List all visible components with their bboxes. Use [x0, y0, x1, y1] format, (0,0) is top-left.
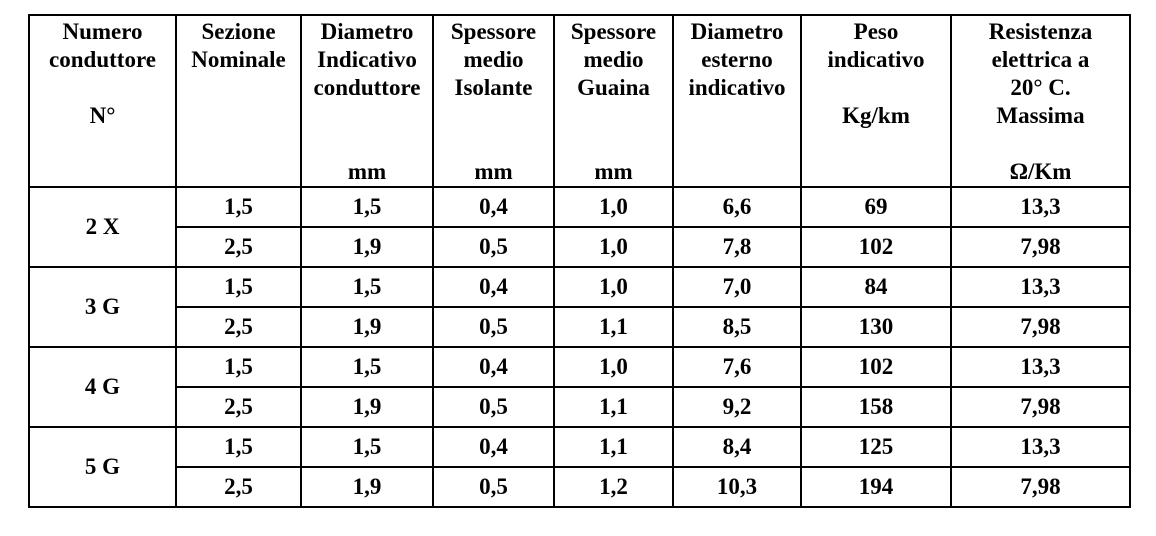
group-label-5g: 5 G [28, 426, 177, 508]
data-cell: 7,0 [672, 266, 802, 308]
data-cell: 7,6 [672, 346, 802, 388]
cable-specification-table: Numero conduttore N° Sezione Nominale Di… [28, 14, 1131, 508]
header-row: Numero conduttore N° Sezione Nominale Di… [28, 14, 1131, 188]
data-cell: 1,9 [300, 226, 434, 268]
data-cell: 1,0 [553, 346, 674, 388]
group-label-2x: 2 X [28, 186, 177, 268]
data-cell: 0,5 [432, 386, 555, 428]
table-row: 4 G 1,5 1,5 0,4 1,0 7,6 102 13,3 [28, 346, 1131, 428]
data-cell: 1,5 [175, 426, 302, 468]
data-cell: 69 [800, 186, 952, 228]
data-cell: 2,5 [175, 386, 302, 428]
data-cell: 1,5 [175, 266, 302, 308]
data-cell: 1,0 [553, 266, 674, 308]
data-cell: 8,5 [672, 306, 802, 348]
data-cell: 13,3 [950, 426, 1131, 468]
data-cell: 0,5 [432, 226, 555, 268]
header-numero-conduttore: Numero conduttore N° [28, 14, 177, 188]
data-cell: 1,9 [300, 306, 434, 348]
data-cell: 1,5 [300, 346, 434, 388]
header-spessore-medio-guaina: Spessore medio Guaina mm [553, 14, 674, 188]
data-cell: 1,5 [175, 186, 302, 228]
data-cell: 7,8 [672, 226, 802, 268]
header-diametro-indicativo-conduttore: Diametro Indicativo conduttore mm [300, 14, 434, 188]
data-cell: 2,5 [175, 466, 302, 508]
data-cell: 1,0 [553, 226, 674, 268]
data-cell: 0,5 [432, 306, 555, 348]
data-cell: 130 [800, 306, 952, 348]
table-row: 2,5 1,9 0,5 1,1 8,5 130 7,98 [29, 306, 1131, 348]
data-cell: 7,98 [950, 466, 1131, 508]
data-cell: 0,4 [432, 346, 555, 388]
table-row: 2,5 1,9 0,5 1,0 7,8 102 7,98 [29, 226, 1131, 268]
data-cell: 2,5 [175, 306, 302, 348]
header-peso-indicativo: Peso indicativo Kg/km [800, 14, 952, 188]
table-row: 5 G 1,5 1,5 0,4 1,1 8,4 125 13,3 [28, 426, 1131, 508]
data-cell: 7,98 [950, 306, 1131, 348]
table-row: 3 G 1,5 1,5 0,4 1,0 7,0 84 13,3 [28, 266, 1131, 348]
data-cell: 1,0 [553, 186, 674, 228]
data-cell: 102 [800, 346, 952, 388]
data-cell: 1,1 [553, 426, 674, 468]
data-cell: 13,3 [950, 266, 1131, 308]
table-row: 2 X 1,5 1,5 0,4 1,0 6,6 69 13,3 [28, 186, 1131, 268]
data-cell: 1,9 [300, 386, 434, 428]
data-cell: 0,5 [432, 466, 555, 508]
data-cell: 1,5 [300, 266, 434, 308]
data-cell: 194 [800, 466, 952, 508]
data-cell: 7,98 [950, 386, 1131, 428]
data-cell: 0,4 [432, 266, 555, 308]
data-cell: 84 [800, 266, 952, 308]
header-diametro-esterno-indicativo: Diametro esterno indicativo [672, 14, 802, 188]
data-cell: 1,9 [300, 466, 434, 508]
data-cell: 7,98 [950, 226, 1131, 268]
group-label-3g: 3 G [28, 266, 177, 348]
data-cell: 1,5 [175, 346, 302, 388]
data-cell: 13,3 [950, 186, 1131, 228]
data-cell: 0,4 [432, 186, 555, 228]
data-cell: 13,3 [950, 346, 1131, 388]
data-cell: 125 [800, 426, 952, 468]
group-label-4g: 4 G [28, 346, 177, 428]
data-cell: 1,5 [300, 186, 434, 228]
header-resistenza-elettrica: Resistenza elettrica a 20° C. Massima Ω/… [950, 14, 1131, 188]
table-row: 2,5 1,9 0,5 1,1 9,2 158 7,98 [29, 386, 1131, 428]
data-cell: 102 [800, 226, 952, 268]
data-cell: 0,4 [432, 426, 555, 468]
data-cell: 6,6 [672, 186, 802, 228]
data-cell: 1,1 [553, 386, 674, 428]
data-cell: 158 [800, 386, 952, 428]
data-cell: 2,5 [175, 226, 302, 268]
data-cell: 9,2 [672, 386, 802, 428]
header-sezione-nominale: Sezione Nominale [175, 14, 302, 188]
data-cell: 8,4 [672, 426, 802, 468]
table-row: 2,5 1,9 0,5 1,2 10,3 194 7,98 [29, 466, 1131, 508]
data-cell: 1,1 [553, 306, 674, 348]
data-cell: 10,3 [672, 466, 802, 508]
header-spessore-medio-isolante: Spessore medio Isolante mm [432, 14, 555, 188]
data-cell: 1,5 [300, 426, 434, 468]
data-cell: 1,2 [553, 466, 674, 508]
